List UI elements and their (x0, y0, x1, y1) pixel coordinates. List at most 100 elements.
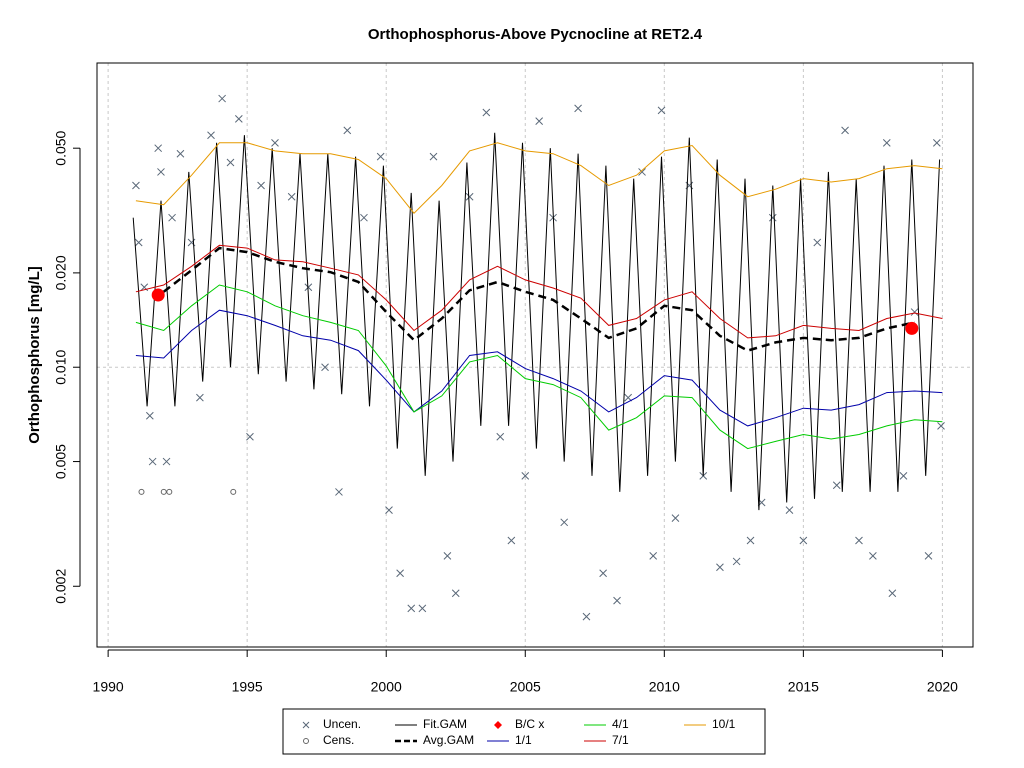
point (151, 288, 165, 302)
point (257, 181, 265, 190)
point (924, 552, 933, 560)
point (560, 518, 569, 527)
plot-frame (96, 62, 974, 648)
point (246, 432, 254, 441)
point (418, 604, 427, 613)
point (855, 536, 863, 545)
x-tick-label: 2010 (649, 679, 680, 695)
point (671, 514, 680, 522)
series-line (135, 309, 943, 427)
point (813, 238, 822, 247)
point (271, 138, 279, 147)
legend-label: 1/1 (515, 733, 532, 747)
point (376, 152, 385, 161)
legend-swatch (303, 738, 309, 744)
legend-label: 4/1 (612, 717, 629, 731)
legend-label: B/C x (515, 717, 544, 731)
point (832, 481, 841, 490)
point (746, 536, 755, 545)
point (138, 488, 145, 495)
series-line (135, 244, 943, 339)
point (521, 472, 530, 480)
point (160, 488, 167, 495)
series-line (132, 132, 941, 511)
point (396, 569, 404, 578)
point (910, 308, 919, 316)
point (899, 472, 908, 480)
point (624, 393, 633, 402)
point (218, 94, 226, 103)
point (207, 131, 215, 140)
x-tick-label: 2020 (927, 679, 958, 695)
point (905, 321, 919, 335)
legend-swatch (302, 721, 310, 729)
point (582, 612, 591, 621)
y-tick-label: 0.010 (53, 350, 69, 385)
point (168, 213, 176, 222)
point (882, 138, 891, 147)
point (196, 393, 204, 402)
y-axis-label: Orthophosphorus [mg/L] (26, 266, 43, 443)
point (465, 192, 474, 201)
y-tick-label: 0.020 (53, 255, 69, 290)
point (145, 411, 154, 420)
point (799, 536, 808, 545)
y-tick-label: 0.050 (53, 130, 69, 165)
point (869, 552, 877, 560)
point (599, 569, 607, 578)
point (657, 106, 666, 115)
legend-swatch (494, 721, 502, 729)
point (451, 589, 460, 598)
point (162, 457, 171, 466)
y-tick-label: 0.002 (53, 569, 69, 604)
point (407, 604, 416, 613)
point (148, 457, 157, 466)
point (888, 589, 897, 598)
legend-box (282, 708, 766, 755)
point (287, 192, 296, 201)
point (385, 506, 393, 514)
point (496, 432, 505, 441)
point (226, 158, 235, 167)
point (732, 557, 741, 566)
point (230, 488, 237, 495)
point (768, 213, 777, 222)
point (638, 168, 646, 176)
point (154, 144, 163, 153)
point (335, 488, 343, 496)
point (785, 506, 794, 514)
point (234, 115, 243, 123)
point (176, 149, 185, 158)
point (716, 563, 724, 572)
point (132, 181, 140, 190)
point (535, 117, 544, 125)
point (574, 104, 582, 113)
series-line (135, 142, 943, 214)
legend-label: Uncen. (323, 717, 361, 731)
y-tick-label: 0.005 (53, 444, 69, 479)
point (321, 363, 329, 372)
point (841, 126, 849, 135)
legend-label: 10/1 (712, 717, 736, 731)
series-line (162, 246, 915, 352)
x-tick-label: 2005 (510, 679, 541, 695)
point (443, 552, 452, 560)
legend-label: Fit.GAM (423, 717, 467, 731)
legend-label: 7/1 (612, 733, 629, 747)
legend-label: Cens. (323, 733, 354, 747)
legend-label: Avg.GAM (423, 733, 474, 747)
point (166, 488, 173, 495)
point (429, 152, 438, 161)
point (157, 168, 165, 176)
point (134, 238, 143, 247)
point (937, 421, 945, 430)
x-tick-label: 2015 (788, 679, 819, 695)
chart-title: Orthophosphorus-Above Pycnocline at RET2… (368, 26, 703, 43)
point (649, 552, 658, 560)
point (360, 213, 368, 222)
point (932, 138, 941, 147)
x-tick-label: 1990 (93, 679, 124, 695)
point (343, 126, 352, 135)
point (507, 536, 516, 545)
